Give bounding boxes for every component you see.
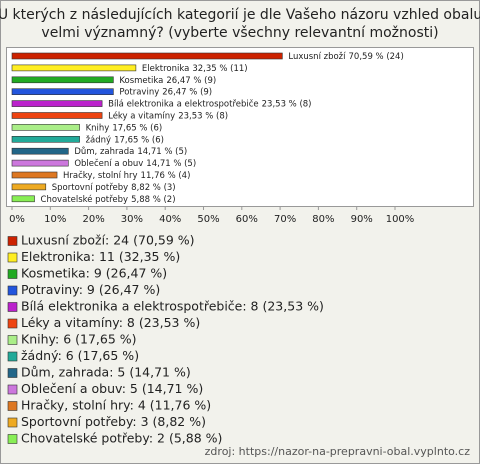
bar [11, 100, 103, 107]
bar [11, 76, 114, 84]
legend-swatch [7, 269, 18, 279]
data-label: žádný 17,65 % (6) [86, 135, 164, 145]
value-label: 17,65 % (6) [114, 135, 164, 145]
bar [11, 183, 47, 191]
category-label: Knihy [86, 123, 110, 133]
legend-swatch [7, 368, 18, 378]
legend-entry: Kosmetika: 9 (26,47 %) [21, 266, 167, 281]
bar [11, 112, 103, 119]
bar [11, 147, 69, 155]
x-tick-label: 20% [82, 214, 104, 225]
data-label: Luxusní zboží 70,59 % (24) [288, 52, 403, 62]
category-label: Potraviny [119, 87, 159, 97]
x-tick-label: 40% [159, 214, 181, 225]
legend-swatch [7, 252, 18, 263]
legend-swatch [7, 401, 18, 411]
data-label: Kosmetika 26,47 % (9) [119, 75, 216, 85]
chart-title: velmi významný? (vyberte všechny relevan… [41, 25, 438, 41]
category-label: Chovatelské potřeby [41, 193, 129, 204]
category-label: Luxusní zboží [288, 52, 346, 62]
category-label: Léky a vitamíny [108, 110, 175, 121]
legend-swatch [7, 302, 18, 312]
legend-entry: Elektronika: 11 (32,35 %) [21, 249, 180, 264]
data-label: Knihy 17,65 % (6) [86, 123, 163, 133]
bar [11, 159, 69, 167]
x-tick-label: 0% [9, 214, 25, 225]
bar [11, 88, 114, 95]
value-label: 26,47 % (9) [166, 75, 216, 85]
x-tick-label: 70% [274, 214, 296, 225]
legend-swatch [7, 384, 18, 395]
data-label: Bílá elektronika a elektrospotřebiče 23,5… [108, 98, 311, 109]
value-label: 17,65 % (6) [112, 123, 162, 133]
source: zdroj: https://nazor-na-prepravni-obal.v… [205, 445, 471, 458]
data-label: Hračky, stolní hry 11,76 % (4) [63, 170, 190, 181]
legend-entry: Potraviny: 9 (26,47 %) [21, 282, 160, 297]
value-label: 32,35 % (11) [192, 63, 247, 73]
category-label: Oblečení a obuv [74, 158, 143, 169]
legend-swatch [7, 285, 18, 296]
legend-entry: Chovatelské potřeby: 2 (5,88 %) [21, 431, 222, 446]
legend-swatch [7, 335, 18, 345]
legend-entry: Hračky, stolní hry: 4 (11,76 %) [21, 398, 211, 413]
bar [11, 195, 35, 203]
x-tick-label: 80% [312, 214, 334, 225]
legend-swatch [7, 318, 18, 329]
category-label: žádný [86, 135, 111, 145]
bar [11, 52, 283, 60]
x-tick-label: 60% [236, 214, 258, 225]
value-label: 14,71 % (5) [146, 159, 196, 169]
legend-entry: Léky a vitamíny: 8 (23,53 %) [21, 315, 200, 330]
bar [11, 124, 80, 131]
legend-swatch [7, 417, 18, 428]
legend-entry: žádný: 6 (17,65 %) [21, 348, 139, 363]
value-label: 23,53 % (8) [178, 111, 228, 121]
legend-entry: Sportovní potřeby: 3 (8,82 %) [21, 414, 206, 429]
data-label: Sportovní potřeby 8,82 % (3) [52, 182, 176, 192]
x-tick-label: 100% [386, 214, 415, 225]
x-tick-label: 50% [197, 214, 219, 225]
category-label: Sportovní potřeby [52, 182, 128, 192]
plot-area [6, 47, 474, 207]
category-label: Kosmetika [119, 75, 163, 85]
legend-swatch [7, 351, 18, 362]
value-label: 11,76 % (4) [141, 171, 191, 181]
value-label: 23,53 % (8) [262, 99, 312, 109]
legend-entry: Luxusní zboží: 24 (70,59 %) [21, 233, 195, 248]
category-label: Hračky, stolní hry [63, 170, 138, 181]
legend-entry: Oblečení a obuv: 5 (14,71 %) [21, 381, 203, 396]
legend-swatch [7, 236, 18, 246]
data-label: Elektronika 32,35 % (11) [142, 63, 248, 73]
data-label: Dům, zahrada 14,71 % (5) [74, 146, 187, 157]
data-label: Léky a vitamíny 23,53 % (8) [108, 110, 228, 121]
value-label: 14,71 % (5) [137, 147, 187, 157]
legend-entry: Bílá elektronika a elektrospotřebiče: 8 … [21, 299, 324, 314]
data-label: Chovatelské potřeby 5,88 % (2) [41, 193, 176, 204]
x-tick-label: 30% [121, 214, 143, 225]
chart-title: U kterých z následujících kategorií je d… [0, 7, 480, 23]
value-label: 5,88 % (2) [131, 194, 175, 204]
category-label: Elektronika [142, 63, 189, 73]
x-tick-label: 10% [44, 214, 66, 225]
category-label: Bílá elektronika a elektrospotřebiče [108, 98, 259, 109]
bar [11, 171, 58, 179]
legend-swatch [7, 434, 18, 444]
legend-entry: Dům, zahrada: 5 (14,71 %) [21, 365, 191, 380]
x-tick-label: 90% [351, 214, 373, 225]
bar [11, 64, 137, 72]
value-label: 70,59 % (24) [349, 52, 404, 62]
category-label: Dům, zahrada [74, 146, 134, 157]
bar [11, 136, 80, 143]
value-label: 8,82 % (3) [131, 182, 175, 192]
data-label: Oblečení a obuv 14,71 % (5) [74, 158, 196, 169]
value-label: 26,47 % (9) [162, 87, 212, 97]
legend-entry: Knihy: 6 (17,65 %) [21, 332, 137, 347]
data-label: Potraviny 26,47 % (9) [119, 87, 212, 97]
